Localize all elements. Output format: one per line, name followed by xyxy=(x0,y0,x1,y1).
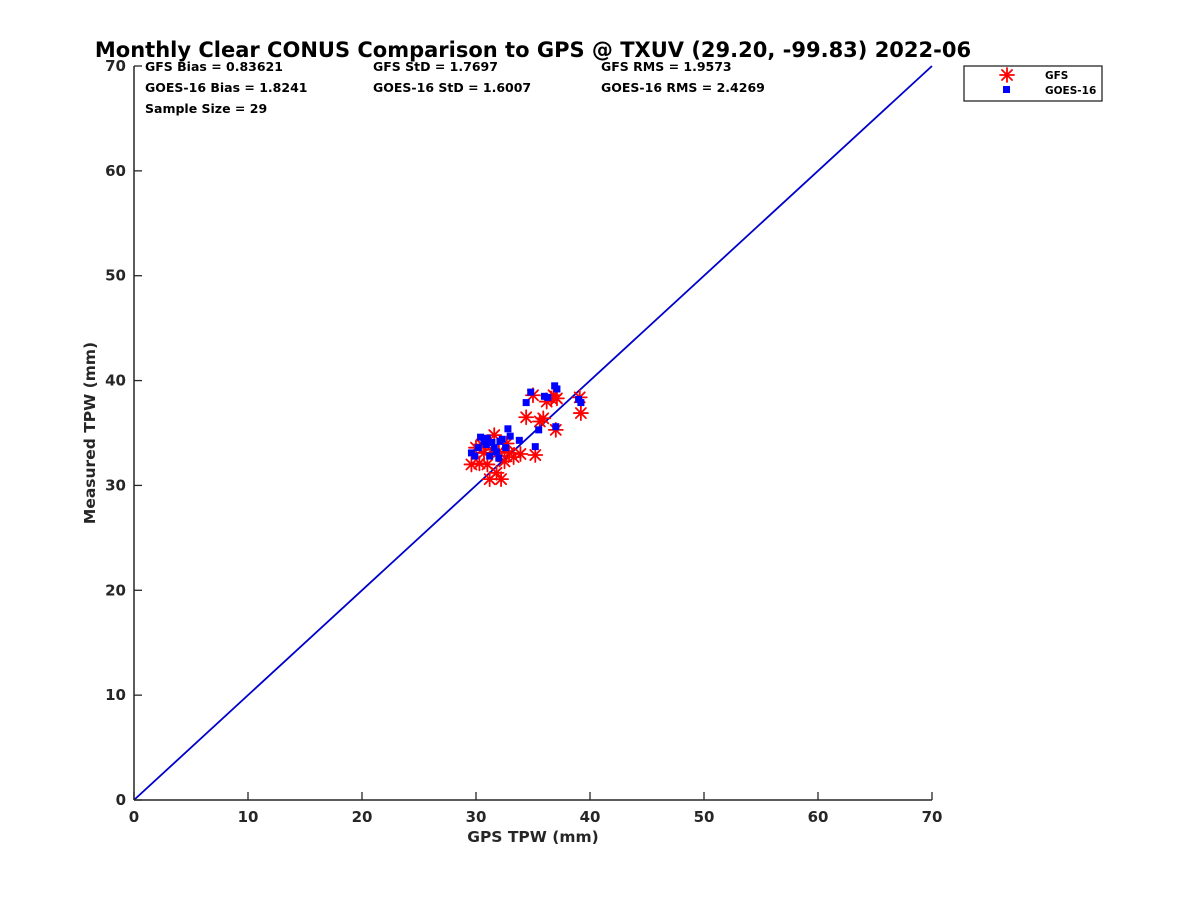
stats-annotations: GFS Bias = 0.83621 GFS StD = 1.7697 GFS … xyxy=(145,59,765,116)
x-tick-label: 50 xyxy=(694,808,715,826)
goes16-point xyxy=(506,432,514,440)
gfs-point xyxy=(518,409,535,426)
goes16-point xyxy=(471,452,479,460)
legend-gfs-marker xyxy=(999,67,1015,83)
y-tick-label: 50 xyxy=(105,267,126,285)
gfs-point xyxy=(572,405,589,421)
x-tick-label: 70 xyxy=(922,808,943,826)
goes16-point xyxy=(474,444,482,452)
goes-std-text: GOES-16 StD = 1.6007 xyxy=(373,80,531,95)
goes16-point xyxy=(502,444,510,452)
sample-size-text: Sample Size = 29 xyxy=(145,101,267,116)
legend-box xyxy=(963,65,1103,102)
tick-layer: 0 10 20 30 40 50 60 70 0 10 20 30 40 50 60 70 xyxy=(105,57,942,826)
goes-bias-text: GOES-16 Bias = 1.8241 xyxy=(145,80,307,95)
goes16-point xyxy=(535,426,543,434)
y-tick-label: 0 xyxy=(116,791,126,809)
one-to-one-line xyxy=(133,65,933,801)
goes16-point xyxy=(504,425,512,433)
x-axis-label: GPS TPW (mm) xyxy=(467,828,599,846)
goes16-point xyxy=(477,433,485,441)
y-tick-label: 60 xyxy=(105,162,126,180)
y-axis-label: Measured TPW (mm) xyxy=(81,342,99,524)
legend-goes-marker xyxy=(1003,86,1010,93)
goes16-point xyxy=(493,448,501,456)
gfs-point xyxy=(493,471,509,488)
goes16-point xyxy=(482,441,490,449)
goes16-point xyxy=(498,435,506,443)
series-layer xyxy=(463,382,589,488)
goes16-point xyxy=(488,438,496,446)
goes16-point xyxy=(527,388,535,396)
x-tick-label: 60 xyxy=(808,808,829,826)
goes16-point xyxy=(483,434,491,442)
y-tick-label: 30 xyxy=(105,476,126,494)
gfs-point xyxy=(488,464,505,481)
x-tick-label: 0 xyxy=(129,808,139,826)
y-tick-label: 10 xyxy=(105,686,126,704)
gfs-point xyxy=(512,446,529,462)
legend-gfs-asterisk xyxy=(999,67,1015,83)
x-tick-label: 40 xyxy=(580,808,601,826)
goes16-point xyxy=(553,385,561,393)
gfs-rms-text: GFS RMS = 1.9573 xyxy=(601,59,732,74)
gfs-bias-text: GFS Bias = 0.83621 xyxy=(145,59,283,74)
chart-title: Monthly Clear CONUS Comparison to GPS @ … xyxy=(95,38,971,62)
axes xyxy=(133,66,932,801)
goes16-point xyxy=(486,452,494,460)
legend-gfs-label: GFS xyxy=(1045,70,1068,82)
gfs-point xyxy=(549,390,565,407)
y-tick-label: 20 xyxy=(105,581,126,599)
y-tick-label: 40 xyxy=(105,372,126,390)
goes-rms-text: GOES-16 RMS = 2.4269 xyxy=(601,80,765,95)
x-tick-label: 20 xyxy=(352,808,373,826)
goes16-point xyxy=(490,444,498,452)
reference-line-layer xyxy=(133,65,933,801)
gfs-point xyxy=(527,447,544,463)
goes16-point xyxy=(544,393,552,401)
legend: GFS GOES-16 xyxy=(963,65,1103,102)
gfs-point xyxy=(535,410,552,427)
goes16-point xyxy=(495,454,503,462)
x-tick-label: 10 xyxy=(238,808,259,826)
goes16-point xyxy=(577,399,585,407)
goes16-point xyxy=(522,399,530,407)
gfs-point xyxy=(471,455,488,472)
goes16-point xyxy=(531,443,539,451)
legend-goes-label: GOES-16 xyxy=(1045,85,1096,97)
series-goes-16 xyxy=(467,382,585,462)
gfs-std-text: GFS StD = 1.7697 xyxy=(373,59,498,74)
x-tick-label: 30 xyxy=(466,808,487,826)
goes16-point xyxy=(515,436,523,444)
y-tick-label: 70 xyxy=(105,57,126,75)
goes16-point xyxy=(552,423,560,431)
